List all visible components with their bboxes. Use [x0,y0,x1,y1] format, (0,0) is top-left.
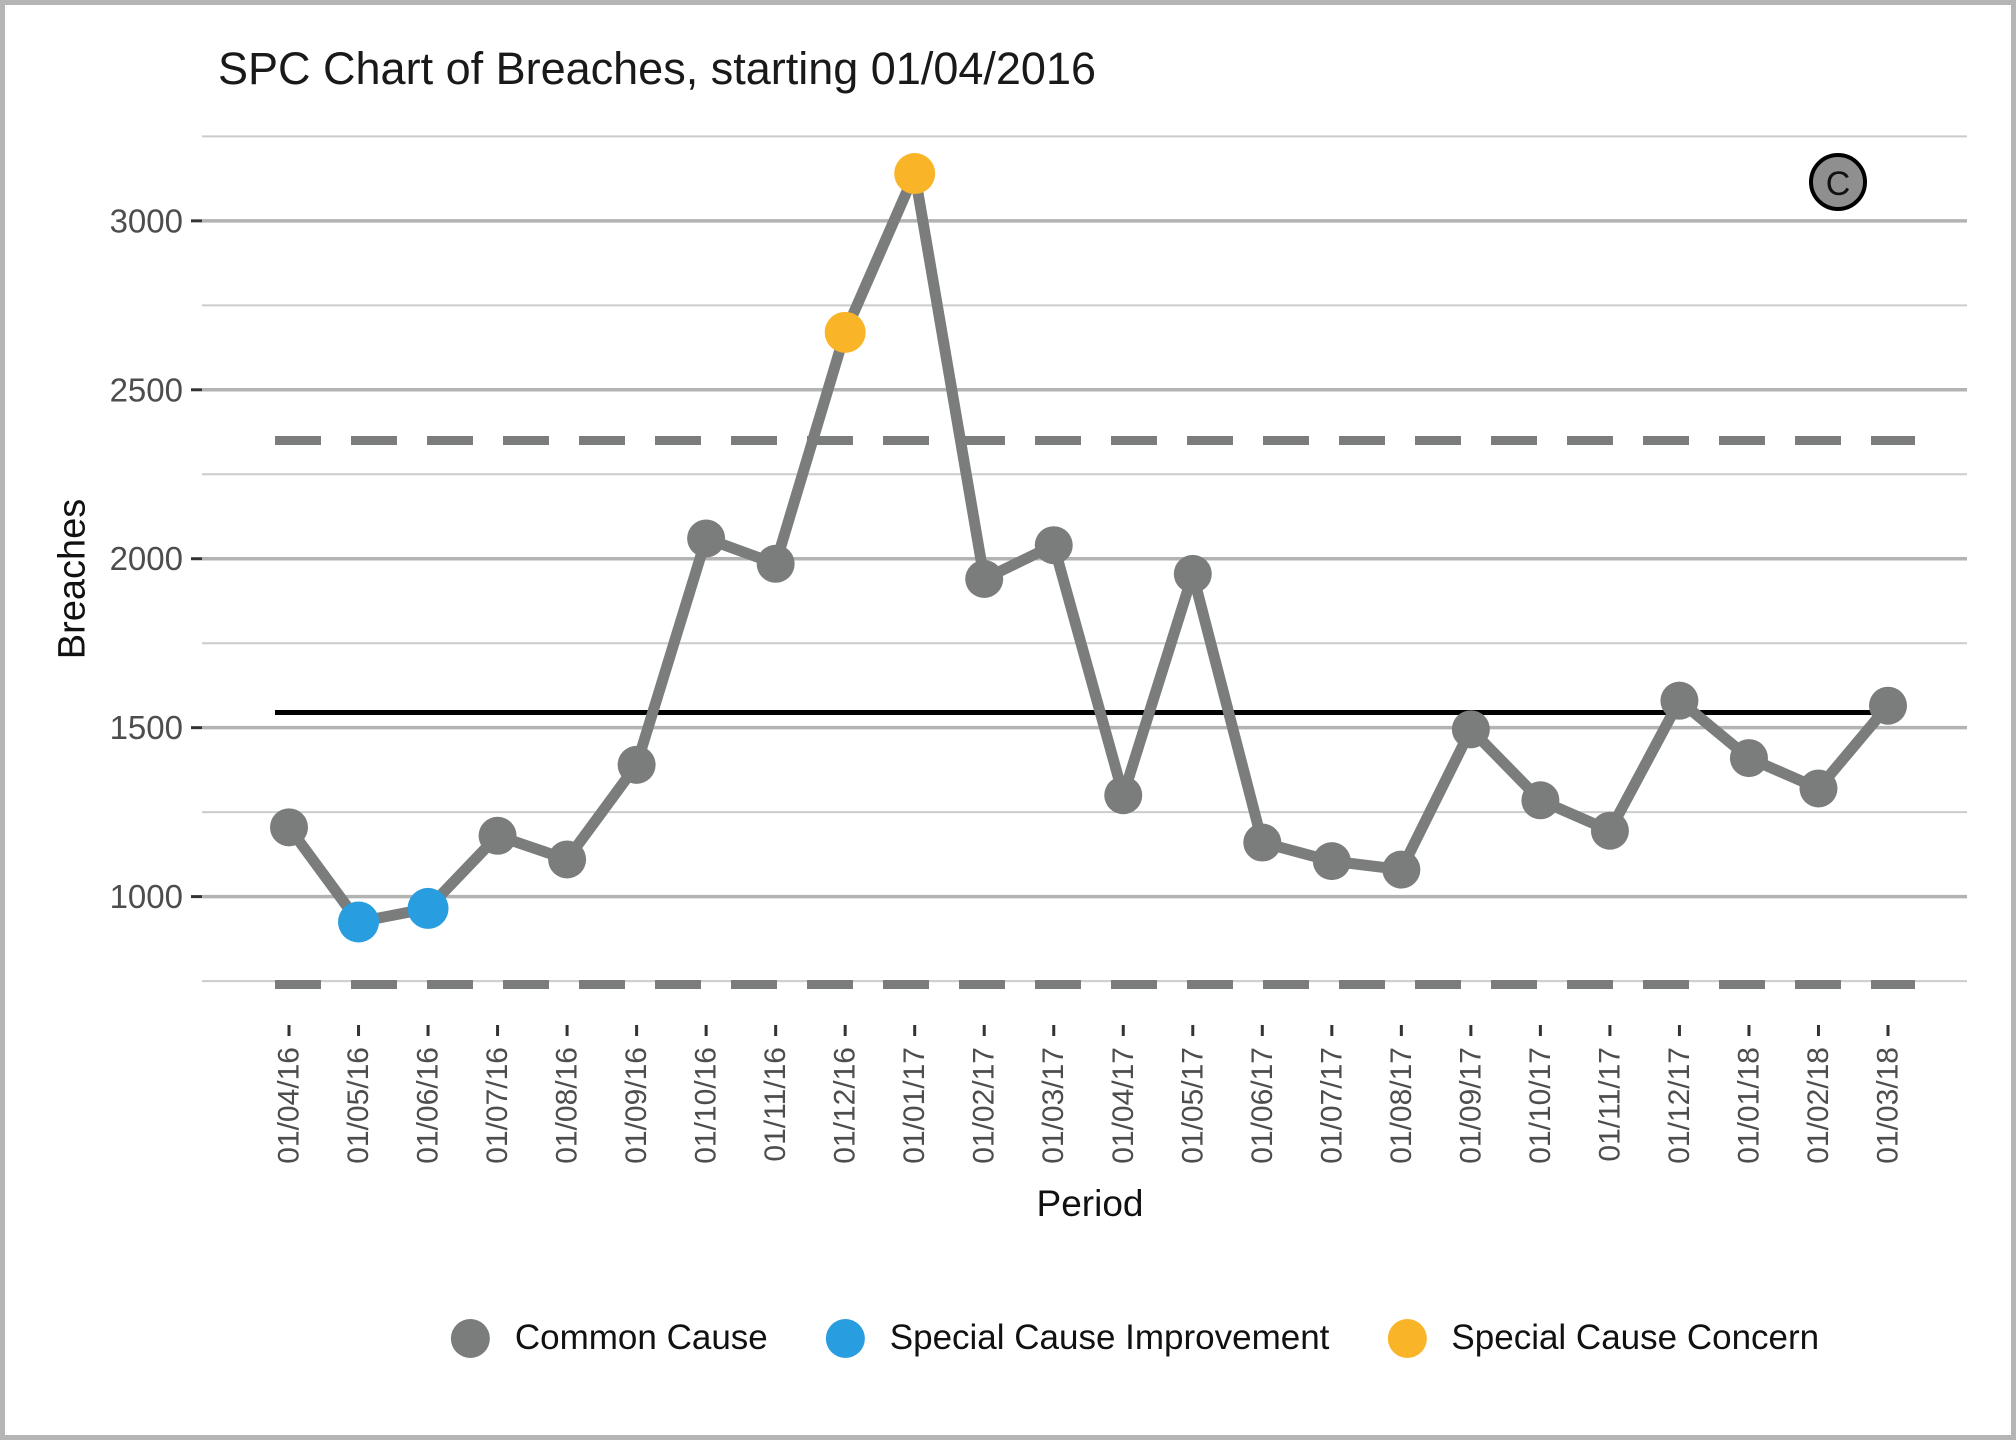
data-point-common [548,840,587,879]
x-tick-label: 01/04/17 [1107,1047,1140,1164]
x-axis-title: Period [1036,1183,1144,1224]
data-point-common [1243,823,1282,862]
x-tick-label: 01/02/18 [1802,1047,1835,1164]
data-point-common [1034,526,1073,565]
x-tick-label: 01/06/16 [412,1047,445,1164]
x-tick-label: 01/01/18 [1732,1047,1765,1164]
x-tick-label: 01/09/16 [620,1047,653,1164]
data-point-common [756,544,795,583]
plot-area: 1000 1500 2000 2500 3000 01/04/16 01/05/16 01/0… [110,135,1967,1164]
y-tick-label: 1000 [110,878,183,915]
x-tick-label: 01/11/17 [1593,1047,1626,1162]
x-tick-label: 01/10/17 [1524,1047,1557,1164]
data-point-common [1104,776,1143,815]
common-cause-dot-icon [450,1318,490,1358]
x-tick-label: 01/05/16 [342,1047,375,1164]
x-tick-label: 01/03/17 [1037,1047,1070,1164]
x-tick-label: 01/04/16 [273,1047,306,1164]
chart-title: SPC Chart of Breaches, starting 01/04/20… [218,43,1097,94]
x-tick-label: 01/10/16 [690,1047,723,1164]
data-point-common [1660,681,1699,720]
data-point-common [1312,842,1351,881]
legend-item-special-cause-improvement: Special Cause Improvement [825,1318,1330,1358]
x-tick-label: 01/08/16 [551,1047,584,1164]
legend-item-common-cause: Common Cause [450,1318,768,1358]
data-point-common [1869,686,1907,725]
x-tick-label: 01/05/17 [1176,1047,1209,1164]
variation-badge-circle [1809,153,1867,211]
data-point-common [1382,850,1421,889]
y-tick-label: 1500 [110,709,183,746]
legend-label-special-cause-concern: Special Cause Concern [1451,1318,1820,1357]
data-point-common [1590,811,1629,850]
x-tick-label: 01/07/16 [481,1047,514,1164]
x-tick-label: 01/01/17 [898,1047,931,1164]
data-point-common [270,808,308,847]
x-tick-label: 01/02/17 [968,1047,1001,1164]
data-point-common [478,816,517,855]
x-tick-label: 01/12/16 [829,1047,862,1164]
data-point-improvement [407,887,449,929]
data-point-common [1173,554,1212,593]
data-point-common [1729,739,1768,778]
special-cause-improvement-dot-icon [825,1318,865,1358]
y-tick-label: 2000 [110,540,183,577]
legend-label-special-cause-improvement: Special Cause Improvement [889,1318,1330,1357]
data-point-concern [824,311,866,353]
legend-item-special-cause-concern: Special Cause Concern [1387,1318,1819,1358]
y-tick-label: 3000 [110,202,183,239]
x-tick-label: 01/08/17 [1385,1047,1418,1164]
x-tick-label: 01/03/18 [1872,1047,1905,1164]
legend-label-common-cause: Common Cause [514,1318,768,1357]
data-point-common [1451,710,1490,749]
variation-badge-label: C [1826,165,1851,203]
legend: Common Cause Special Cause Improvement S… [450,1318,1819,1358]
data-point-common [965,560,1004,598]
data-point-common [617,745,656,784]
data-point-improvement [338,901,380,943]
x-tick-label: 01/12/17 [1663,1047,1696,1164]
x-tick-label: 01/09/17 [1454,1047,1487,1164]
special-cause-concern-dot-icon [1387,1318,1427,1358]
data-point-common [1799,769,1838,808]
x-tick-label: 01/07/17 [1315,1047,1348,1164]
x-tick-label: 01/06/17 [1246,1047,1279,1164]
data-point-common [1521,781,1560,820]
series-line [284,168,1893,928]
y-tick-label: 2500 [110,371,183,408]
data-point-concern [894,153,936,195]
x-tick-label: 01/11/16 [759,1047,792,1162]
data-point-common [687,519,726,558]
